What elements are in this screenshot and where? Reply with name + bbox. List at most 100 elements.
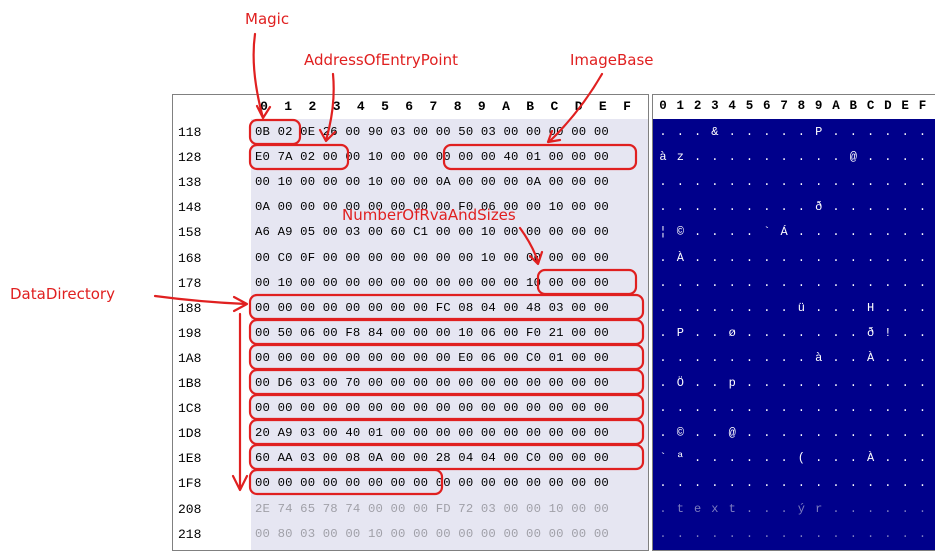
ascii-char: . — [745, 325, 754, 340]
ascii-char: . — [676, 350, 684, 365]
ascii-char: . — [901, 401, 909, 416]
hex-row-bytes[interactable]: 0B 02 0E 26 00 90 03 00 00 50 03 00 00 0… — [255, 125, 609, 139]
hex-row-bytes[interactable]: 00 00 00 00 00 00 00 00 00 00 00 00 00 0… — [255, 401, 609, 416]
ascii-char: . — [832, 150, 840, 165]
ascii-char: . — [659, 526, 667, 541]
ascii-char: . — [815, 476, 823, 491]
hex-row-bytes[interactable]: 00 10 00 00 00 00 00 00 00 00 00 00 10 0… — [255, 275, 609, 290]
row-offset: 128 — [178, 150, 202, 166]
ascii-char: . — [832, 350, 840, 365]
ascii-char: . — [693, 200, 702, 215]
hex-row-bytes[interactable]: 00 00 00 00 00 00 00 00 00 00 00 00 00 0… — [255, 476, 609, 491]
ascii-char: . — [745, 275, 754, 290]
ascii-char: . — [728, 225, 736, 240]
hex-row-bytes[interactable]: 00 00 00 00 00 00 00 00 FC 08 04 00 48 0… — [255, 300, 609, 315]
ascii-char: . — [849, 501, 857, 516]
ascii-char: . — [728, 300, 736, 315]
ascii-char: . — [763, 175, 771, 190]
ascii-char: . — [901, 501, 909, 516]
ascii-char: . — [849, 451, 857, 466]
ascii-char: . — [797, 325, 805, 340]
ascii-char: . — [815, 300, 823, 315]
ascii-column-header-digit: E — [901, 99, 909, 113]
hex-column-header-digit: 0 — [260, 99, 268, 114]
ascii-char: . — [901, 350, 909, 365]
ascii-char: P — [815, 125, 823, 139]
ascii-data-area[interactable]: ... &..... P...... à z......... @............… — [653, 119, 935, 550]
hex-row-bytes[interactable]: A6 A9 05 00 03 00 60 C1 00 00 10 00 00 0… — [255, 225, 609, 240]
ascii-char: . — [849, 401, 857, 416]
hex-row-bytes[interactable]: 00 C0 0F 00 00 00 00 00 00 00 10 00 00 0… — [255, 250, 609, 265]
hex-column-header-digit: 3 — [332, 99, 341, 114]
ascii-char: . — [745, 526, 754, 541]
ascii-char: . — [659, 175, 667, 190]
ascii-char: . — [797, 275, 805, 290]
ascii-char: . — [832, 376, 840, 390]
ascii-char: . — [693, 426, 702, 441]
ascii-char: ð — [866, 325, 875, 340]
ascii-char: . — [659, 125, 667, 139]
ascii-char: ü — [797, 300, 805, 315]
row-offset: 1A8 — [178, 350, 202, 366]
ascii-char: . — [832, 426, 840, 441]
hex-row-bytes[interactable]: 20 A9 03 00 40 01 00 00 00 00 00 00 00 0… — [255, 426, 609, 441]
ascii-char: à — [659, 150, 667, 165]
ascii-char: . — [763, 526, 771, 541]
ascii-char: . — [693, 250, 702, 265]
hex-column-header-digit: 8 — [453, 99, 462, 114]
ascii-char: @ — [849, 150, 857, 165]
ascii-char: . — [728, 451, 736, 466]
hex-column-header-digit: 6 — [405, 99, 414, 114]
ascii-char: . — [901, 175, 909, 190]
hex-column-header-digit: F — [623, 99, 631, 114]
ascii-char: . — [797, 250, 805, 265]
ascii-char: . — [918, 426, 927, 441]
hex-row-bytes[interactable]: 00 00 00 00 00 00 00 00 00 E0 06 00 C0 0… — [255, 350, 609, 365]
ascii-char: . — [866, 401, 875, 416]
ascii-char: . — [780, 175, 788, 190]
ascii-char: . — [884, 376, 892, 390]
hex-row-bytes[interactable]: E0 7A 02 00 00 10 00 00 00 00 00 40 01 0… — [255, 150, 609, 165]
hex-row-bytes[interactable]: 00 D6 03 00 70 00 00 00 00 00 00 00 00 0… — [255, 376, 609, 390]
ascii-char: . — [763, 250, 771, 265]
ascii-char: ` — [763, 225, 771, 240]
ascii-char: À — [676, 250, 684, 265]
annotation-number-of-rva-and-sizes: NumberOfRvaAndSizes — [342, 206, 516, 224]
ascii-char: . — [866, 150, 875, 165]
ascii-char: . — [815, 401, 823, 416]
row-offset: 188 — [178, 300, 202, 316]
ascii-char: . — [711, 401, 719, 416]
hex-row-bytes[interactable]: 0A 00 00 00 00 00 00 00 00 F0 06 00 00 1… — [255, 200, 609, 215]
row-offset: 218 — [178, 526, 202, 542]
ascii-char: . — [780, 275, 788, 290]
ascii-char: . — [884, 501, 892, 516]
ascii-char: . — [745, 501, 754, 516]
ascii-char: . — [763, 350, 771, 365]
ascii-char: . — [884, 275, 892, 290]
ascii-char: . — [918, 300, 927, 315]
ascii-char: . — [884, 350, 892, 365]
ascii-char: . — [797, 350, 805, 365]
ascii-char: . — [849, 175, 857, 190]
ascii-char: . — [884, 476, 892, 491]
ascii-char: . — [659, 501, 667, 516]
hex-row-bytes[interactable]: 00 80 03 00 00 10 00 00 00 00 00 00 00 0… — [255, 526, 609, 541]
hex-row-bytes[interactable]: 60 AA 03 00 08 0A 00 00 28 04 04 00 C0 0… — [255, 451, 609, 466]
row-offset: 198 — [178, 325, 202, 341]
ascii-char: . — [676, 200, 684, 215]
ascii-char: . — [815, 275, 823, 290]
ascii-char: . — [849, 300, 857, 315]
hex-row-bytes[interactable]: 2E 74 65 78 74 00 00 00 FD 72 03 00 00 1… — [255, 501, 609, 516]
ascii-char: . — [901, 476, 909, 491]
ascii-char: . — [780, 325, 788, 340]
row-offset: 208 — [178, 501, 202, 517]
hex-row-bytes[interactable]: 00 50 06 00 F8 84 00 00 00 10 06 00 F0 2… — [255, 325, 609, 340]
hex-row-bytes[interactable]: 00 10 00 00 00 10 00 00 0A 00 00 00 0A 0… — [255, 175, 609, 190]
ascii-char: . — [763, 325, 771, 340]
ascii-char: . — [918, 175, 927, 190]
ascii-char: . — [849, 526, 857, 541]
ascii-char: . — [728, 401, 736, 416]
ascii-char: . — [659, 275, 667, 290]
